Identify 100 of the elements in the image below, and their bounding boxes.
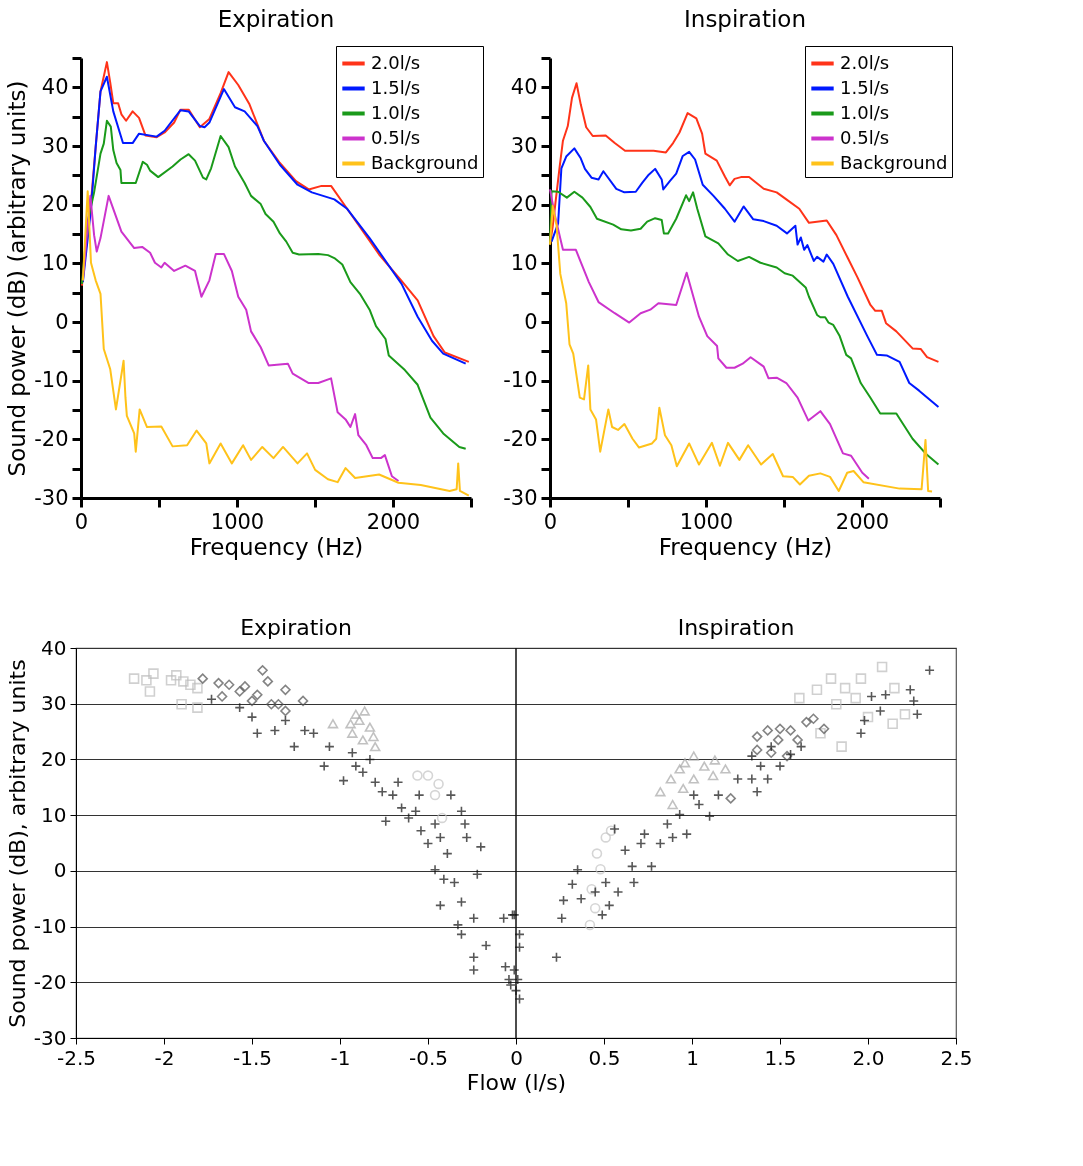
point (855, 673, 867, 684)
point (357, 735, 369, 745)
point (246, 695, 258, 707)
legend-label: Background (840, 151, 948, 173)
y-tick-label: 30 (41, 691, 67, 716)
point (876, 661, 888, 673)
point (347, 728, 358, 738)
point (600, 832, 612, 843)
point (794, 692, 805, 704)
x-tick-label: -1.5 (232, 1045, 273, 1070)
legend-label: 2.0l/s (371, 51, 421, 73)
point (216, 691, 228, 702)
x-axis-title: Frequency (Hz) (189, 533, 364, 560)
x-tick-label: 2.0 (852, 1045, 885, 1070)
point (354, 715, 365, 726)
legend-label: 0.5l/s (371, 126, 421, 148)
point (707, 770, 719, 781)
point (605, 825, 617, 837)
y-tick-label: 20 (41, 192, 69, 217)
y-tick-label: 40 (41, 635, 67, 660)
point (273, 699, 284, 710)
point (239, 681, 251, 692)
y-tick-label: -30 (503, 485, 538, 510)
line-series (81, 194, 400, 482)
legend-label: 0.5l/s (840, 126, 890, 148)
point (280, 705, 291, 717)
x-tick-label: 0 (543, 509, 558, 534)
point (223, 679, 235, 691)
point (836, 741, 847, 752)
y-tick-label: 10 (510, 250, 538, 275)
point (815, 727, 826, 739)
point (165, 675, 177, 686)
point (862, 711, 874, 723)
y-axis-title: Sound power (dB), arbitrary units (4, 659, 30, 1028)
point (171, 670, 182, 681)
point (765, 747, 777, 759)
point (252, 689, 263, 701)
y-tick-label: -10 (503, 368, 538, 393)
point (257, 665, 268, 676)
legend-label: Background (371, 151, 479, 173)
x-tick-label: 0.5 (588, 1045, 621, 1070)
point (688, 774, 700, 784)
point (422, 770, 434, 781)
legend-label: 2.0l/s (840, 51, 890, 73)
point (369, 741, 381, 752)
point (850, 692, 861, 704)
x-tick-label: 1.5 (764, 1045, 797, 1070)
chart-title: Expiration (217, 5, 335, 32)
x-tick-label: 1000 (679, 509, 734, 534)
point (792, 734, 803, 746)
x-tick-label: 2000 (835, 509, 890, 534)
point (709, 755, 721, 765)
point (345, 719, 356, 729)
point (887, 718, 898, 730)
legend-label: 1.0l/s (840, 101, 890, 123)
y-tick-label: -10 (34, 368, 69, 393)
point (266, 699, 277, 710)
point (433, 778, 444, 790)
point (808, 713, 819, 725)
point (762, 725, 773, 736)
y-tick-label: 0 (524, 309, 538, 334)
y-tick-label: -20 (503, 426, 538, 451)
y-tick-label: -20 (33, 969, 67, 994)
point (655, 787, 666, 797)
point (665, 774, 677, 784)
point (584, 919, 596, 931)
x-tick-label: -0.5 (408, 1045, 449, 1070)
y-tick-label: 0 (53, 858, 67, 883)
point (591, 848, 603, 859)
point (327, 719, 339, 729)
x-axis-title: Flow (l/s) (466, 1069, 567, 1095)
point (825, 673, 837, 684)
y-tick-label: 40 (510, 74, 538, 99)
point (774, 723, 786, 735)
point (144, 686, 156, 697)
point (197, 673, 208, 684)
y-tick-label: -20 (34, 426, 69, 451)
y-tick-label: 0 (55, 309, 69, 334)
point (818, 723, 830, 735)
point (297, 695, 309, 707)
point (889, 682, 900, 694)
y-tick-label: -30 (34, 485, 69, 510)
point (688, 751, 700, 761)
point (801, 716, 812, 728)
legend-label: 1.5l/s (371, 76, 421, 98)
y-tick-label: 20 (41, 746, 67, 771)
x-axis-title: Frequency (Hz) (658, 533, 833, 560)
text: Inspiration (677, 615, 795, 640)
y-tick-label: 30 (510, 133, 538, 158)
x-tick-label: 1 (686, 1045, 699, 1070)
y-tick-label: 40 (41, 74, 69, 99)
y-tick-label: 10 (41, 250, 69, 275)
point (350, 709, 362, 719)
point (178, 676, 189, 687)
point (368, 731, 379, 742)
x-tick-label: 0 (74, 509, 89, 534)
x-tick-label: 1000 (210, 509, 265, 534)
point (899, 709, 911, 720)
point (679, 758, 691, 768)
y-axis-title: Sound power (dB) (arbitrary units) (4, 80, 31, 477)
